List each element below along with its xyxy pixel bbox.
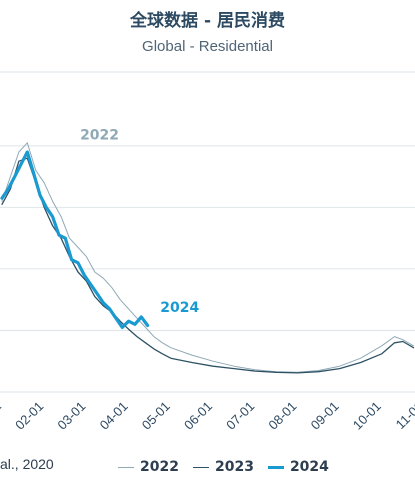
x-tick-label: 09-01	[308, 399, 342, 433]
x-tick-label: 06-01	[181, 399, 215, 433]
legend-label-2023: 2023	[214, 459, 254, 475]
legend: 2022 2023 2024	[118, 459, 343, 475]
legend-label-2024: 2024	[289, 459, 329, 475]
series-line-2024[interactable]	[0, 150, 150, 329]
x-tick-label: 10-01	[350, 399, 384, 433]
x-tick-label: 03-01	[54, 399, 88, 433]
x-tick-label: 08-01	[265, 399, 299, 433]
legend-swatch-2024	[267, 465, 284, 469]
legend-item-2022[interactable]: 2022	[118, 459, 179, 475]
annotation-2022: 2022	[80, 128, 119, 144]
legend-item-2023[interactable]: 2023	[192, 459, 254, 475]
x-tick-label: 05-01	[139, 399, 173, 433]
chart-title: 全球数据 - 居民消费	[130, 11, 285, 31]
legend-item-2024[interactable]: 2024	[267, 459, 329, 475]
legend-swatch-2022	[118, 466, 134, 468]
chart-subtitle: Global - Residential	[142, 38, 273, 55]
x-tick-label: 07-01	[223, 399, 257, 433]
source-note: al., 2020	[0, 456, 54, 472]
x-tick-label: 04-01	[97, 399, 131, 433]
annotation-2024: 2024	[160, 300, 199, 316]
x-tick-label: 01-01	[0, 399, 4, 433]
x-tick-label: 02-01	[12, 399, 46, 433]
x-tick-label: 11-01	[393, 399, 415, 432]
series-line-2022[interactable]	[1, 142, 414, 373]
series-line-2023[interactable]	[1, 157, 415, 374]
legend-label-2022: 2022	[140, 459, 179, 475]
legend-swatch-2023	[192, 466, 209, 468]
